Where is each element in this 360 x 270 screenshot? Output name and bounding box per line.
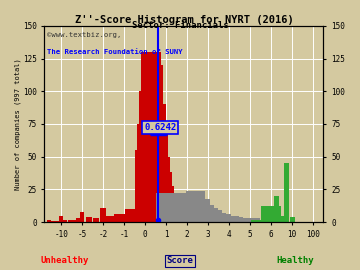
Bar	[279, 216, 284, 222]
Bar	[63, 220, 67, 222]
Bar	[68, 220, 72, 222]
Bar	[232, 218, 252, 222]
Bar	[125, 209, 145, 222]
Bar	[114, 214, 134, 222]
Bar	[51, 221, 55, 222]
Bar	[173, 199, 193, 222]
Bar	[104, 216, 123, 222]
Bar	[207, 213, 226, 222]
Bar	[135, 150, 155, 222]
Bar	[169, 199, 189, 222]
Bar	[274, 196, 279, 222]
Text: Sector: Financials: Sector: Financials	[132, 21, 228, 30]
Bar	[219, 216, 239, 222]
Bar	[46, 220, 51, 222]
Bar	[198, 208, 218, 222]
Bar	[194, 205, 214, 222]
Bar	[59, 216, 63, 222]
Bar	[100, 208, 107, 222]
Bar	[190, 199, 210, 222]
Bar	[240, 218, 260, 222]
Text: Unhealthy: Unhealthy	[41, 256, 89, 265]
Bar	[215, 216, 235, 222]
Bar	[228, 218, 247, 222]
Bar	[146, 104, 166, 222]
Bar	[76, 218, 80, 222]
Text: Healthy: Healthy	[276, 256, 314, 265]
Bar	[139, 91, 159, 222]
Text: 0.6242: 0.6242	[144, 123, 176, 132]
Bar	[148, 130, 168, 222]
Bar	[137, 124, 157, 222]
Bar	[80, 212, 84, 222]
Bar	[236, 220, 256, 222]
Text: Score: Score	[167, 256, 193, 265]
Bar	[160, 199, 180, 222]
Bar	[152, 173, 172, 222]
Bar	[165, 193, 184, 222]
Bar	[154, 185, 174, 222]
Bar	[86, 217, 93, 222]
Text: ©www.textbiz.org,: ©www.textbiz.org,	[47, 32, 122, 38]
Bar	[223, 217, 243, 222]
Bar	[150, 157, 170, 222]
Bar	[251, 220, 270, 222]
Bar	[55, 221, 59, 222]
Bar	[211, 214, 231, 222]
Title: Z''-Score Histogram for NYRT (2016): Z''-Score Histogram for NYRT (2016)	[75, 15, 293, 25]
Text: The Research Foundation of SUNY: The Research Foundation of SUNY	[47, 49, 183, 55]
Bar	[93, 218, 99, 222]
Bar	[141, 52, 161, 222]
Bar	[284, 163, 289, 222]
Bar	[289, 217, 294, 222]
Bar	[202, 210, 222, 222]
Bar	[144, 65, 163, 222]
Y-axis label: Number of companies (997 total): Number of companies (997 total)	[15, 58, 22, 190]
Bar	[156, 193, 176, 222]
Bar	[261, 207, 281, 222]
Bar	[72, 220, 76, 222]
Bar	[177, 193, 197, 222]
Bar	[185, 191, 206, 222]
Bar	[181, 196, 201, 222]
